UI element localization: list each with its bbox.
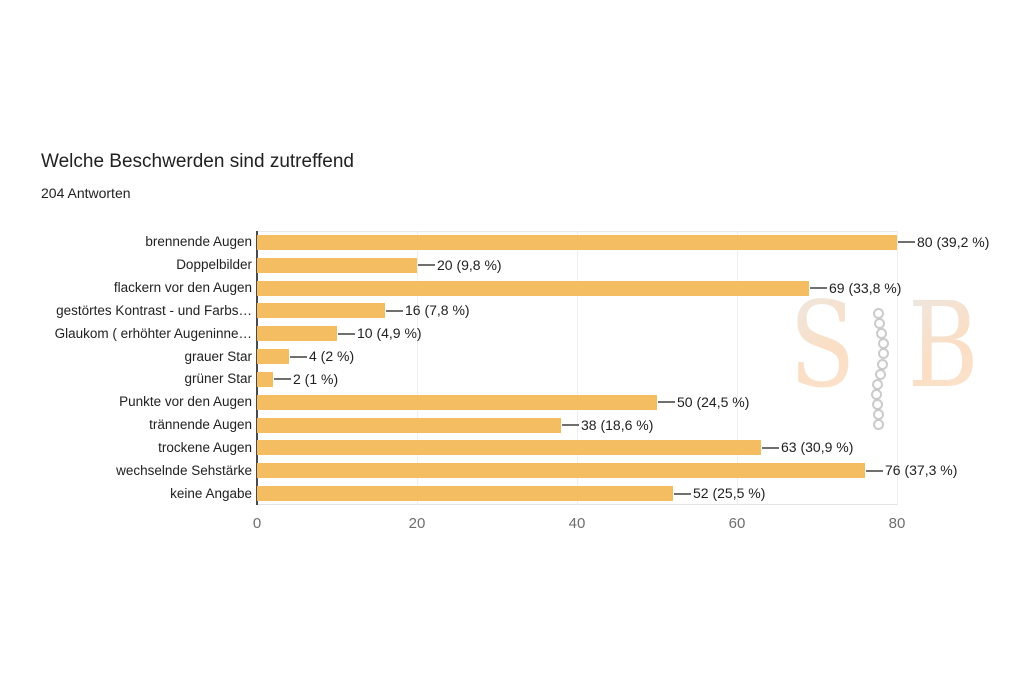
value-label: 4 (2 %) [309,348,355,365]
value-label: 16 (7,8 %) [405,302,470,319]
value-label: 20 (9,8 %) [437,256,502,273]
category-label: grüner Star [184,371,252,387]
bar [257,463,865,479]
value-label: 2 (1 %) [293,370,339,387]
value-label: 76 (37,3 %) [885,462,958,479]
callout-line [338,332,355,335]
category-label: gestörtes Kontrast - und Farbs… [56,302,252,318]
category-label: Doppelbilder [176,257,252,273]
bar [257,303,385,319]
callout-line [386,309,403,312]
y-axis-line [256,231,258,505]
bar [257,349,289,365]
callout-line [418,264,435,267]
value-label: 80 (39,2 %) [917,233,990,250]
x-axis-tick-label: 20 [408,515,426,532]
category-label: wechselnde Sehstärke [116,462,252,478]
callout-line [762,446,779,449]
gridline [737,231,738,505]
bar [257,257,417,273]
category-label: Punkte vor den Augen [119,394,252,410]
bar [257,394,657,410]
callout-line [658,401,675,404]
x-axis-tick-label: 60 [728,515,746,532]
category-label: grauer Star [184,348,252,364]
x-axis-tick-label: 80 [888,515,906,532]
category-label: trännende Augen [149,417,252,433]
value-label: 38 (18,6 %) [581,416,654,433]
watermark-letter-b: B [907,276,979,414]
bar [257,280,809,296]
value-label: 50 (24,5 %) [677,393,750,410]
bar-chart: S B brennende Augen 80 (39,2 %) Doppelbild… [0,231,1014,532]
bar [257,371,273,387]
callout-line [810,287,827,290]
callout-line [274,378,291,381]
bar [257,234,897,250]
bar [257,326,337,342]
callout-line [866,469,883,472]
value-label: 63 (30,9 %) [781,439,854,456]
callout-line [898,241,915,244]
callout-line [562,424,579,427]
x-axis-tick-label: 0 [252,515,262,532]
callout-line [290,355,307,358]
category-label: keine Angabe [170,485,252,501]
bar [257,486,673,502]
chart-title: Welche Beschwerden sind zutreffend [41,151,354,172]
gridline [577,231,578,505]
bar [257,440,761,456]
callout-line [674,492,691,495]
value-label: 52 (25,5 %) [693,485,766,502]
gridline [897,231,898,505]
category-label: flackern vor den Augen [113,280,252,296]
category-label: Glaukom ( erhöhter Augeninne… [54,325,252,341]
bar [257,417,561,433]
gridline [417,231,418,505]
category-label: brennende Augen [145,234,252,250]
answer-count: 204 Antworten [41,185,131,201]
value-label: 69 (33,8 %) [829,279,902,296]
category-label: trockene Augen [158,439,252,455]
value-label: 10 (4,9 %) [357,325,422,342]
x-axis-tick-label: 40 [568,515,586,532]
